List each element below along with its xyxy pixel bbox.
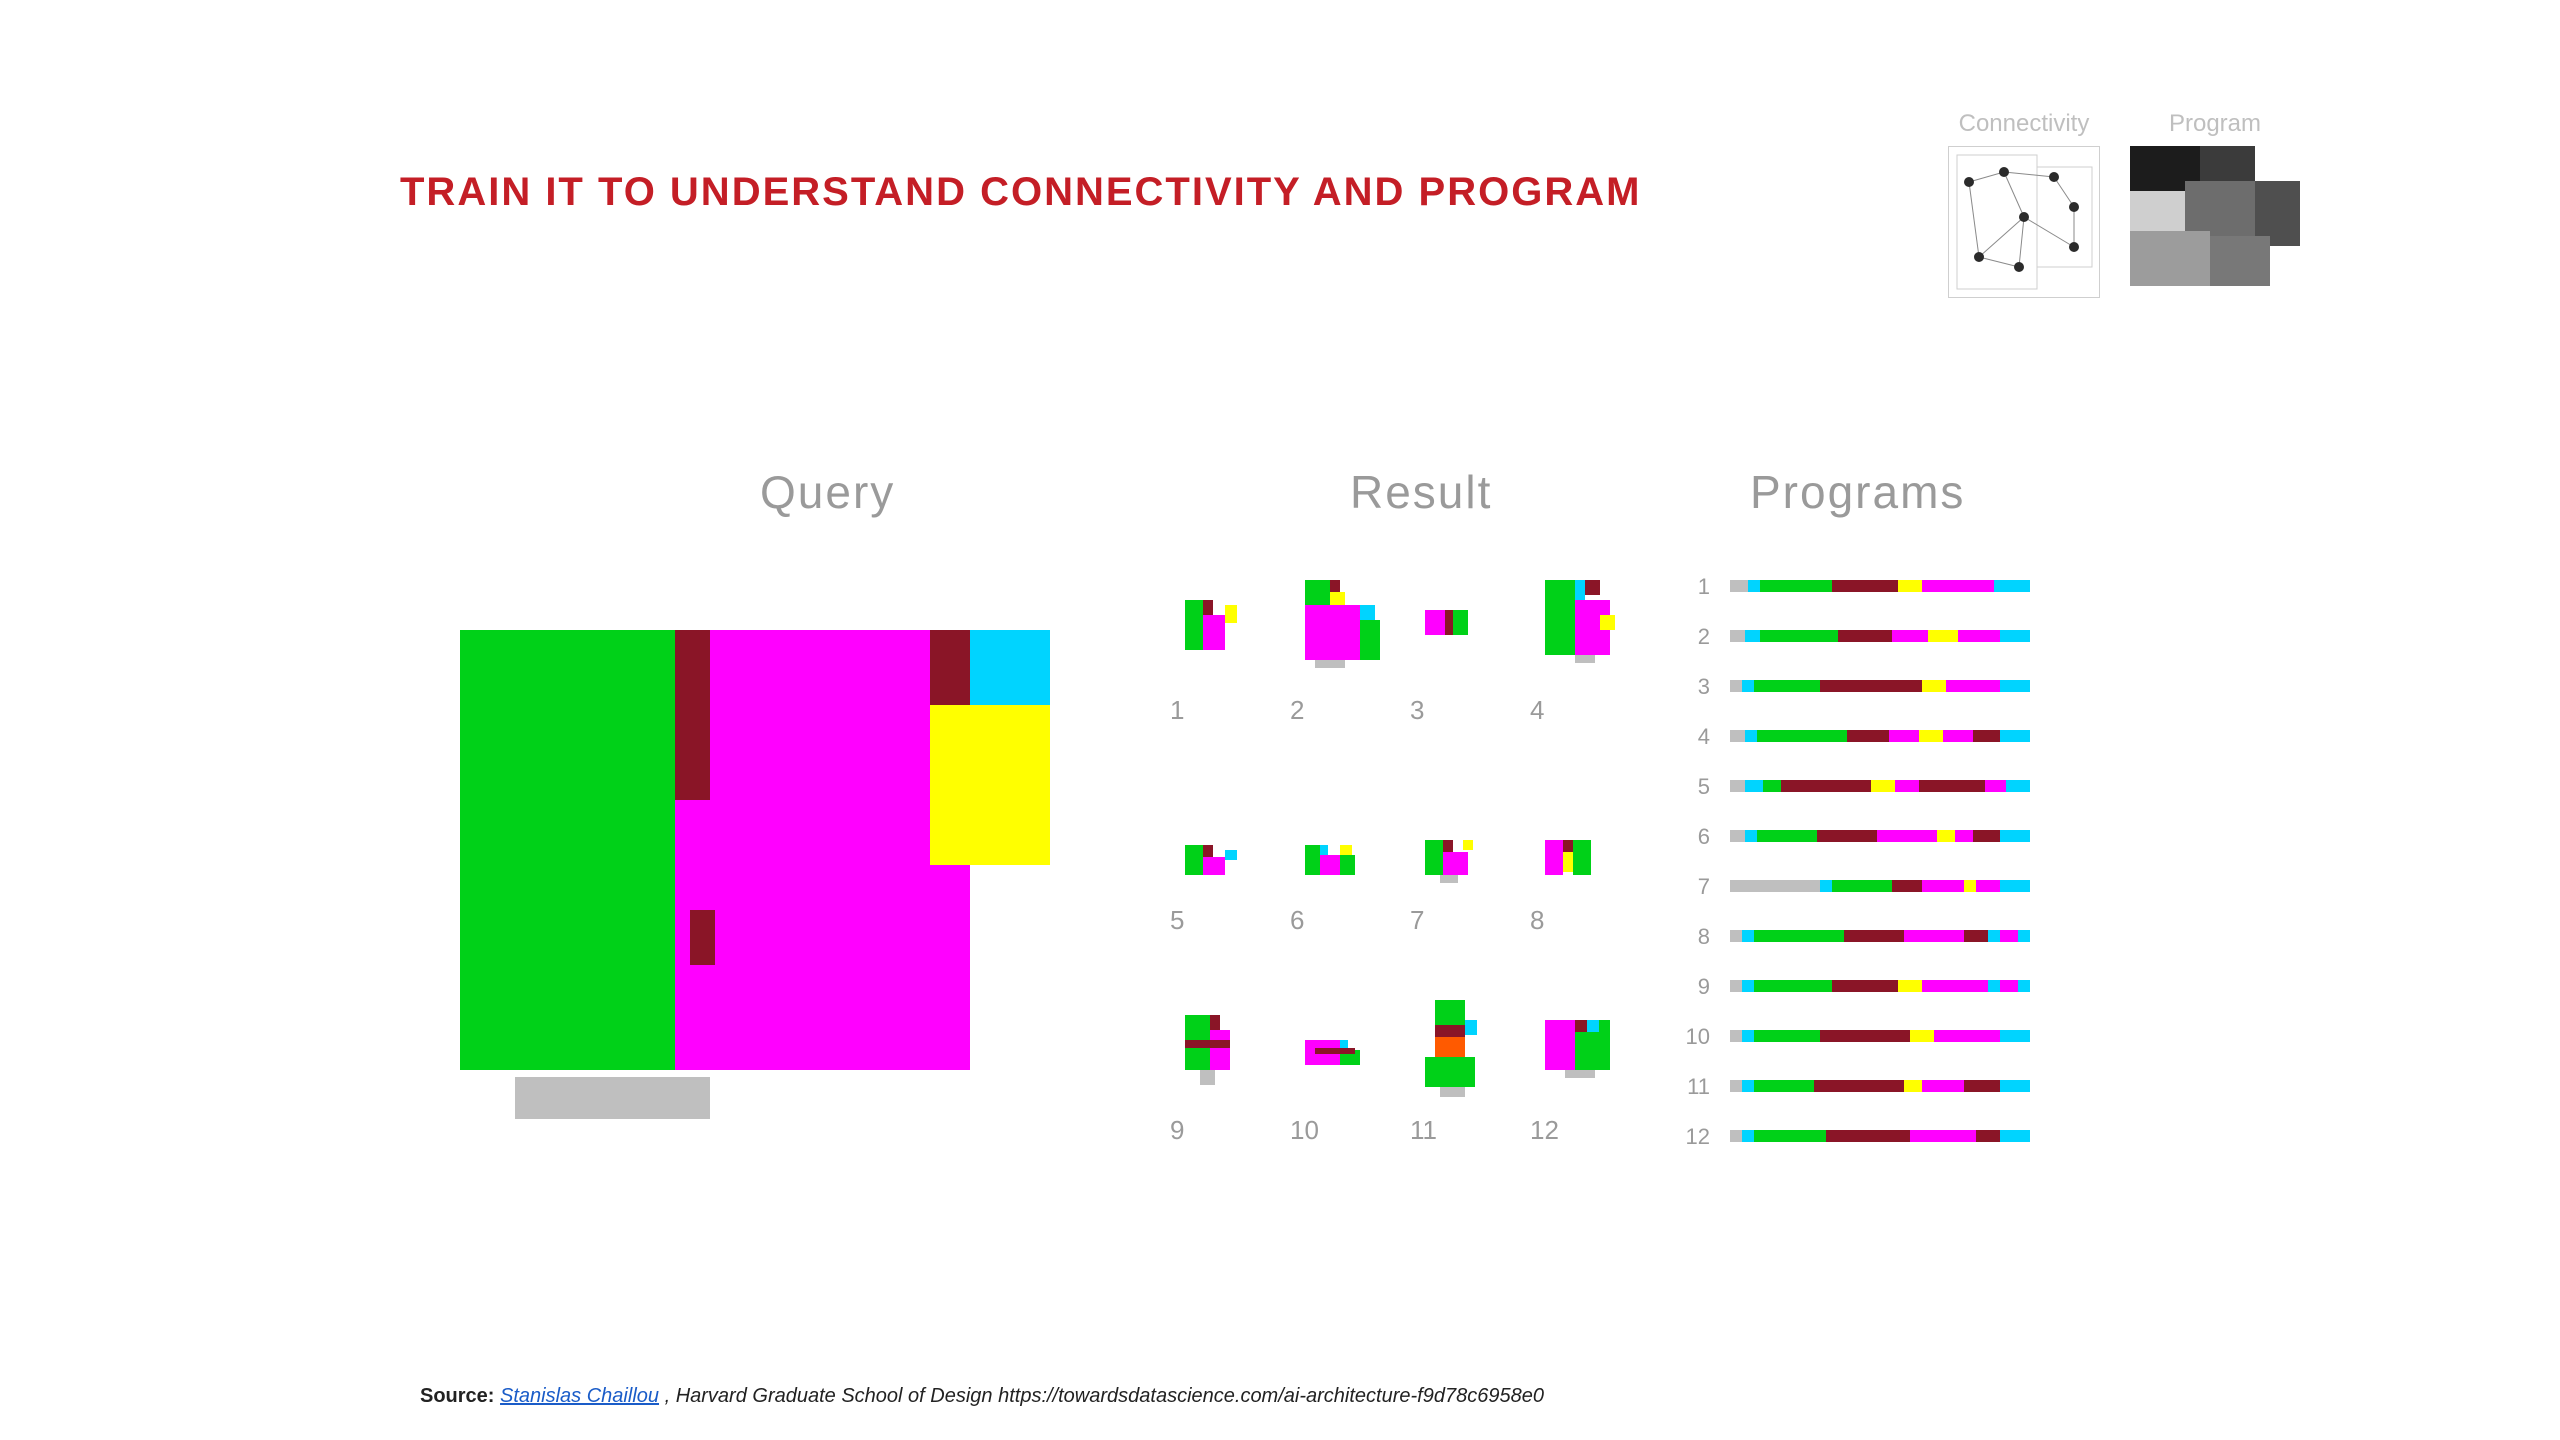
program-row-number: 11 xyxy=(1680,1074,1710,1100)
source-line: Source: Stanislas Chaillou , Harvard Gra… xyxy=(420,1385,1544,1408)
program-bar xyxy=(1730,1080,2030,1092)
query-rect xyxy=(930,705,1050,865)
result-number: 12 xyxy=(1530,1115,1559,1146)
source-prefix: Source: xyxy=(420,1385,500,1407)
program-bar xyxy=(1730,930,2030,942)
result-number: 3 xyxy=(1410,695,1424,726)
result-cell: 2 xyxy=(1290,570,1410,745)
query-block xyxy=(460,630,1050,1130)
result-cell: 3 xyxy=(1410,570,1530,745)
program-row-number: 5 xyxy=(1680,774,1710,800)
program-row-number: 12 xyxy=(1680,1124,1710,1150)
program-bar xyxy=(1730,1030,2030,1042)
result-number: 11 xyxy=(1410,1115,1437,1146)
main-panel: Query Result Programs 123456789101112 12… xyxy=(400,400,2160,1270)
result-number: 5 xyxy=(1170,905,1184,936)
program-row-number: 4 xyxy=(1680,724,1710,750)
program-bar xyxy=(1730,730,2030,742)
result-number: 2 xyxy=(1290,695,1304,726)
result-number: 10 xyxy=(1290,1115,1319,1146)
legend-connectivity-label: Connectivity xyxy=(1959,110,2090,138)
result-number: 9 xyxy=(1170,1115,1184,1146)
result-number: 8 xyxy=(1530,905,1544,936)
program-bar xyxy=(1730,630,2030,642)
result-cell: 9 xyxy=(1170,990,1290,1165)
result-number: 1 xyxy=(1170,695,1184,726)
program-row-number: 9 xyxy=(1680,974,1710,1000)
program-row-number: 3 xyxy=(1680,674,1710,700)
program-bar xyxy=(1730,880,2030,892)
result-number: 7 xyxy=(1410,905,1424,936)
legend-program-label: Program xyxy=(2169,110,2261,138)
result-cell: 5 xyxy=(1170,780,1290,955)
query-rect xyxy=(930,865,970,1070)
query-rect xyxy=(690,910,715,965)
result-cell: 10 xyxy=(1290,990,1410,1165)
source-suffix: , Harvard Graduate School of Design http… xyxy=(665,1385,1544,1407)
program-bar xyxy=(1730,680,2030,692)
column-header-query: Query xyxy=(760,465,895,519)
result-cell: 8 xyxy=(1530,780,1650,955)
legend: Connectivity Program xyxy=(1948,110,2300,298)
source-link[interactable]: Stanislas Chaillou xyxy=(500,1385,659,1407)
legend-program: Program xyxy=(2130,110,2300,298)
legend-connectivity: Connectivity xyxy=(1948,110,2100,298)
program-row-number: 1 xyxy=(1680,574,1710,600)
program-row-number: 6 xyxy=(1680,824,1710,850)
query-rect xyxy=(710,630,930,1070)
program-row-number: 10 xyxy=(1680,1024,1710,1050)
program-row-number: 2 xyxy=(1680,624,1710,650)
result-cell: 11 xyxy=(1410,990,1530,1165)
query-rect xyxy=(515,1077,710,1119)
query-rect xyxy=(675,630,710,800)
query-rect xyxy=(930,630,970,705)
program-bar xyxy=(1730,830,2030,842)
column-header-result: Result xyxy=(1350,465,1492,519)
program-bar xyxy=(1730,780,2030,792)
program-row-number: 8 xyxy=(1680,924,1710,950)
query-rect xyxy=(460,630,675,1070)
result-cell: 6 xyxy=(1290,780,1410,955)
result-cell: 1 xyxy=(1170,570,1290,745)
result-cell: 12 xyxy=(1530,990,1650,1165)
program-icon xyxy=(2130,146,2300,296)
program-row-number: 7 xyxy=(1680,874,1710,900)
slide-title: TRAIN IT TO UNDERSTAND CONNECTIVITY AND … xyxy=(400,170,1641,215)
result-cell: 4 xyxy=(1530,570,1650,745)
column-header-programs: Programs xyxy=(1750,465,1965,519)
program-bar xyxy=(1730,580,2030,592)
program-bar xyxy=(1730,1130,2030,1142)
result-number: 4 xyxy=(1530,695,1544,726)
connectivity-icon xyxy=(1948,146,2100,298)
result-cell: 7 xyxy=(1410,780,1530,955)
program-bar xyxy=(1730,980,2030,992)
result-number: 6 xyxy=(1290,905,1304,936)
